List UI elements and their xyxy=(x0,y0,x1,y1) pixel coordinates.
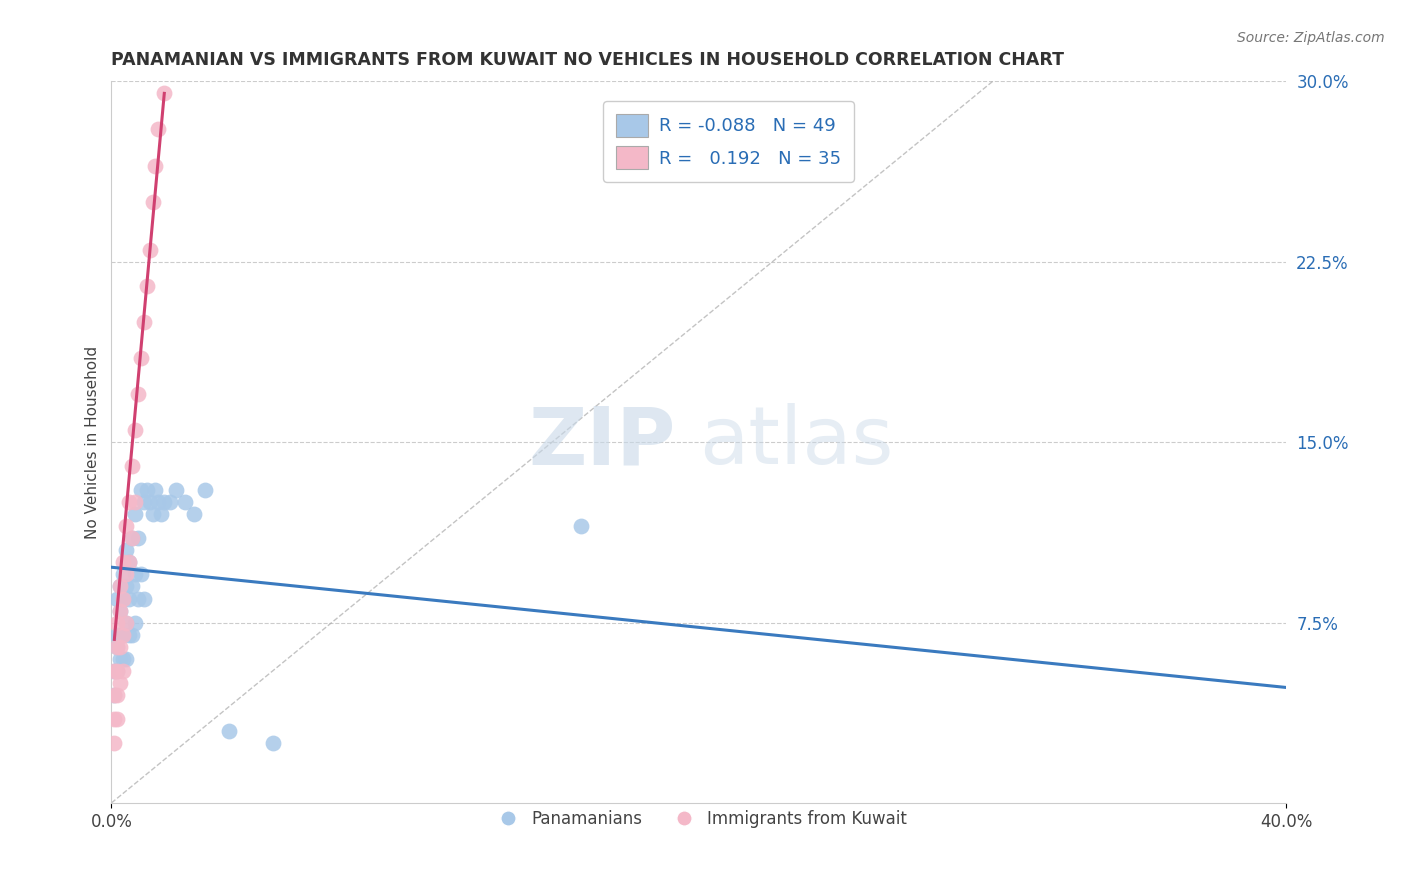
Point xyxy=(148,122,170,136)
Point xyxy=(110,603,132,617)
Point xyxy=(105,664,128,678)
Point xyxy=(218,723,240,738)
Point xyxy=(129,483,152,498)
Text: Source: ZipAtlas.com: Source: ZipAtlas.com xyxy=(1237,31,1385,45)
Point xyxy=(103,664,125,678)
Text: ZIP: ZIP xyxy=(529,403,675,481)
Point xyxy=(103,664,125,678)
Point xyxy=(132,315,155,329)
Text: atlas: atlas xyxy=(699,403,893,481)
Point xyxy=(110,640,132,654)
Point xyxy=(112,591,135,606)
Point xyxy=(112,627,135,641)
Point xyxy=(121,532,143,546)
Point xyxy=(112,627,135,641)
Point xyxy=(571,519,593,533)
Point xyxy=(118,495,141,509)
Point xyxy=(121,532,143,546)
Point xyxy=(110,603,132,617)
Point xyxy=(262,736,284,750)
Point xyxy=(105,712,128,726)
Point xyxy=(145,159,167,173)
Point xyxy=(118,556,141,570)
Point xyxy=(135,483,157,498)
Point xyxy=(121,627,143,641)
Point xyxy=(747,159,769,173)
Point xyxy=(124,495,146,509)
Point xyxy=(105,688,128,702)
Point xyxy=(105,640,128,654)
Point xyxy=(138,495,160,509)
Point xyxy=(141,508,163,522)
Point xyxy=(124,615,146,630)
Point xyxy=(110,579,132,593)
Point xyxy=(121,459,143,474)
Point xyxy=(105,591,128,606)
Point xyxy=(141,194,163,209)
Point xyxy=(183,508,205,522)
Point xyxy=(194,483,217,498)
Point xyxy=(110,579,132,593)
Point xyxy=(121,579,143,593)
Point xyxy=(103,736,125,750)
Point xyxy=(127,591,149,606)
Point xyxy=(115,615,138,630)
Point xyxy=(115,615,138,630)
Point xyxy=(115,651,138,665)
Text: PANAMANIAN VS IMMIGRANTS FROM KUWAIT NO VEHICLES IN HOUSEHOLD CORRELATION CHART: PANAMANIAN VS IMMIGRANTS FROM KUWAIT NO … xyxy=(111,51,1064,69)
Point xyxy=(110,675,132,690)
Legend: Panamanians, Immigrants from Kuwait: Panamanians, Immigrants from Kuwait xyxy=(484,803,914,834)
Point xyxy=(124,567,146,582)
Point xyxy=(138,243,160,257)
Point xyxy=(132,591,155,606)
Point xyxy=(159,495,181,509)
Point xyxy=(145,483,167,498)
Point xyxy=(112,651,135,665)
Point xyxy=(103,712,125,726)
Point xyxy=(103,688,125,702)
Point xyxy=(103,688,125,702)
Point xyxy=(129,351,152,365)
Point xyxy=(112,664,135,678)
Point xyxy=(165,483,187,498)
Point xyxy=(124,508,146,522)
Point xyxy=(132,495,155,509)
Point xyxy=(110,651,132,665)
Point xyxy=(153,87,176,101)
Point xyxy=(112,567,135,582)
Point xyxy=(173,495,195,509)
Point xyxy=(115,579,138,593)
Point xyxy=(105,615,128,630)
Point xyxy=(112,591,135,606)
Point xyxy=(105,627,128,641)
Point xyxy=(135,278,157,293)
Point xyxy=(115,567,138,582)
Point xyxy=(105,640,128,654)
Point xyxy=(127,387,149,401)
Point xyxy=(118,591,141,606)
Point xyxy=(150,508,173,522)
Point xyxy=(127,532,149,546)
Point xyxy=(115,519,138,533)
Point xyxy=(118,556,141,570)
Point xyxy=(115,543,138,558)
Point xyxy=(118,627,141,641)
Point xyxy=(153,495,176,509)
Point xyxy=(129,567,152,582)
Y-axis label: No Vehicles in Household: No Vehicles in Household xyxy=(86,345,100,539)
Point xyxy=(112,556,135,570)
Point xyxy=(124,423,146,437)
Point xyxy=(148,495,170,509)
Point xyxy=(110,627,132,641)
Point xyxy=(105,664,128,678)
